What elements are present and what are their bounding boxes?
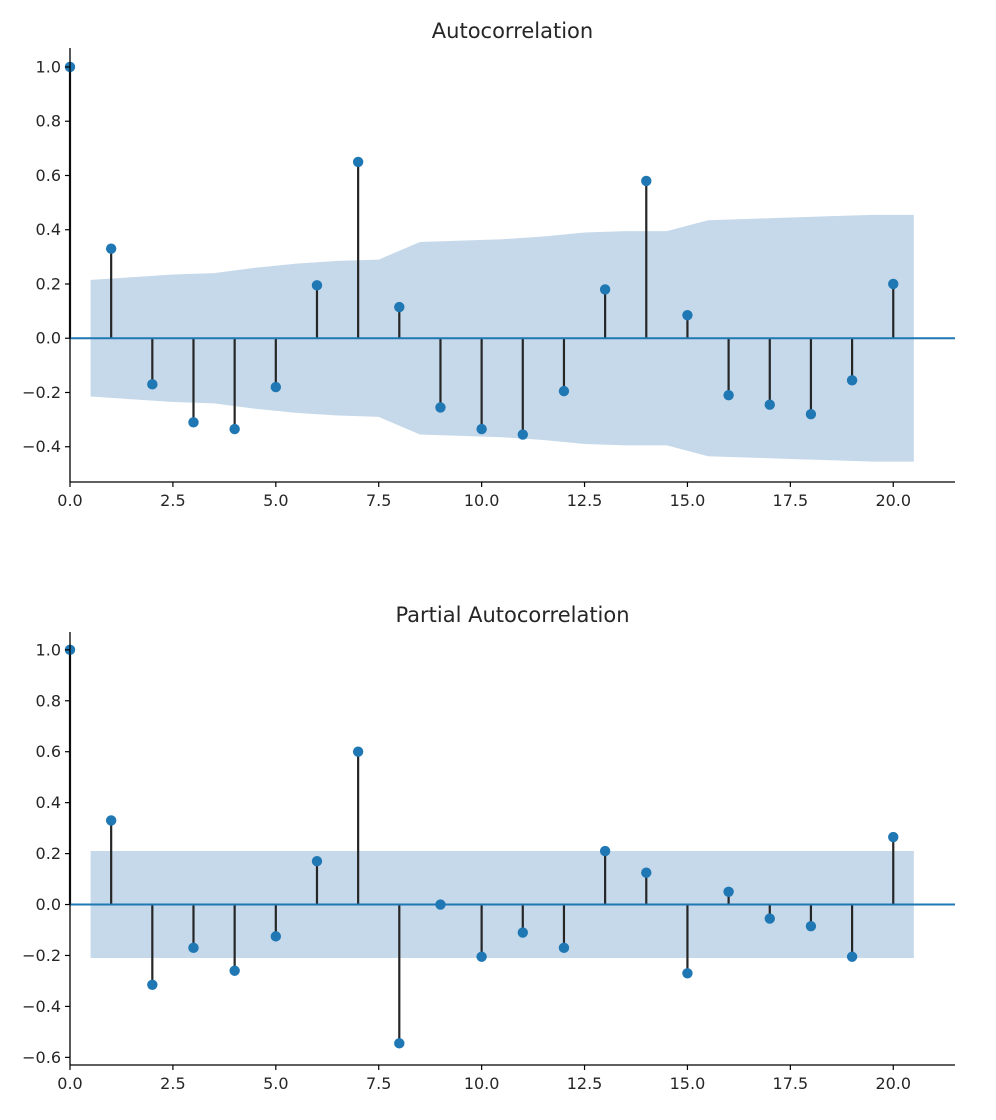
pacf-x-tick-label: 7.5 — [366, 1074, 391, 1093]
pacf-point-lag-13 — [599, 845, 611, 857]
acf-point-lag-19 — [846, 375, 858, 386]
acf-x-tick-label: 0.0 — [57, 491, 82, 510]
pacf-point-lag-18 — [805, 920, 817, 932]
pacf-point-lag-5 — [270, 931, 282, 942]
acf-point-lag-10 — [476, 423, 487, 435]
acf-point-lag-8 — [394, 301, 405, 313]
pacf-point-lag-15 — [682, 968, 693, 979]
acf-point-lag-7 — [352, 156, 364, 168]
acf-point-lag-13 — [599, 284, 611, 295]
pacf-point-lag-10 — [476, 951, 487, 962]
acf-x-tick-label: 10.0 — [464, 491, 500, 510]
pacf-x-tick-label: 15.0 — [670, 1074, 706, 1093]
acf-point-lag-4 — [229, 423, 240, 435]
acf-x-tick-label: 20.0 — [875, 491, 911, 510]
pacf-x-tick-label: 2.5 — [160, 1074, 185, 1093]
acf-point-lag-16 — [723, 390, 734, 401]
autocorrelation-plot: 1.0 0.8 0.6 0.4 0.2 0.0 −0.2 −0.4 0.0 2.5 5.0 7.5 10… — [22, 19, 955, 510]
pacf-title: Partial Autocorrelation — [395, 603, 629, 627]
acf-point-lag-11 — [517, 429, 528, 440]
pacf-y-tick-label: −0.6 — [22, 1048, 61, 1067]
acf-point-lag-5 — [270, 381, 282, 393]
acf-y-tick-label: 0.0 — [36, 329, 61, 348]
acf-x-tick-label: 5.0 — [263, 491, 288, 510]
pacf-point-lag-7 — [352, 746, 364, 757]
acf-y-tick-label: 0.6 — [36, 166, 61, 185]
acf-point-lag-1 — [105, 243, 117, 254]
pacf-point-lag-8 — [394, 1038, 405, 1049]
acf-x-tick-label: 15.0 — [670, 491, 706, 510]
acf-point-lag-3 — [188, 417, 199, 428]
pacf-point-lag-14 — [641, 867, 652, 878]
pacf-y-tick-label: 1.0 — [36, 640, 61, 659]
acf-y-tick-label: 0.4 — [36, 220, 61, 239]
acf-y-tick-label: −0.2 — [22, 383, 61, 402]
pacf-point-lag-9 — [435, 899, 446, 910]
acf-point-lag-14 — [641, 175, 652, 187]
acf-title: Autocorrelation — [432, 19, 593, 43]
pacf-x-tick-label: 17.5 — [773, 1074, 809, 1093]
pacf-y-tick-label: 0.8 — [36, 691, 61, 710]
acf-x-tick-label: 17.5 — [773, 491, 809, 510]
acf-point-lag-17 — [764, 399, 775, 410]
pacf-y-tick-label: −0.4 — [22, 997, 61, 1016]
acf-x-tick-label: 7.5 — [366, 491, 391, 510]
acf-point-lag-6 — [311, 280, 323, 291]
acf-y-tick-label: 0.2 — [36, 274, 61, 293]
pacf-x-tick-label: 10.0 — [464, 1074, 500, 1093]
pacf-y-tick-label: 0.2 — [36, 844, 61, 863]
pacf-point-lag-2 — [147, 979, 158, 990]
pacf-point-lag-6 — [311, 856, 323, 867]
acf-point-lag-15 — [682, 309, 693, 321]
acf-y-tick-label: 0.8 — [36, 112, 61, 131]
pacf-point-lag-11 — [517, 927, 528, 938]
acf-x-tick-label: 12.5 — [567, 491, 603, 510]
pacf-y-tick-label: −0.2 — [22, 946, 61, 965]
pacf-point-lag-12 — [558, 942, 570, 954]
pacf-point-lag-16 — [723, 886, 734, 897]
acf-y-tick-label: 1.0 — [36, 57, 61, 76]
acf-point-lag-18 — [805, 408, 817, 420]
pacf-point-lag-17 — [764, 913, 775, 924]
pacf-point-lag-20 — [888, 831, 899, 843]
partial-autocorrelation-plot: 1.0 0.8 0.6 0.4 0.2 0.0 −0.2 −0.4 −0.6 0.0 2.5 5.0 7… — [22, 603, 955, 1093]
acf-point-lag-20 — [888, 278, 899, 290]
pacf-y-tick-label: 0.6 — [36, 742, 61, 761]
acf-y-tick-label: −0.4 — [22, 437, 61, 456]
acf-point-lag-9 — [435, 402, 446, 413]
pacf-x-tick-label: 12.5 — [567, 1074, 603, 1093]
pacf-point-lag-3 — [188, 942, 199, 954]
pacf-x-tick-label: 5.0 — [263, 1074, 288, 1093]
pacf-point-lag-1 — [105, 815, 117, 826]
acf-x-tick-label: 2.5 — [160, 491, 185, 510]
pacf-x-tick-label: 0.0 — [57, 1074, 82, 1093]
acf-point-lag-2 — [147, 379, 158, 390]
acf-point-lag-12 — [558, 385, 570, 397]
pacf-point-lag-19 — [846, 951, 858, 962]
pacf-y-tick-label: 0.4 — [36, 793, 61, 812]
pacf-point-lag-4 — [229, 965, 240, 976]
pacf-y-tick-label: 0.0 — [36, 895, 61, 914]
pacf-x-tick-label: 20.0 — [875, 1074, 911, 1093]
